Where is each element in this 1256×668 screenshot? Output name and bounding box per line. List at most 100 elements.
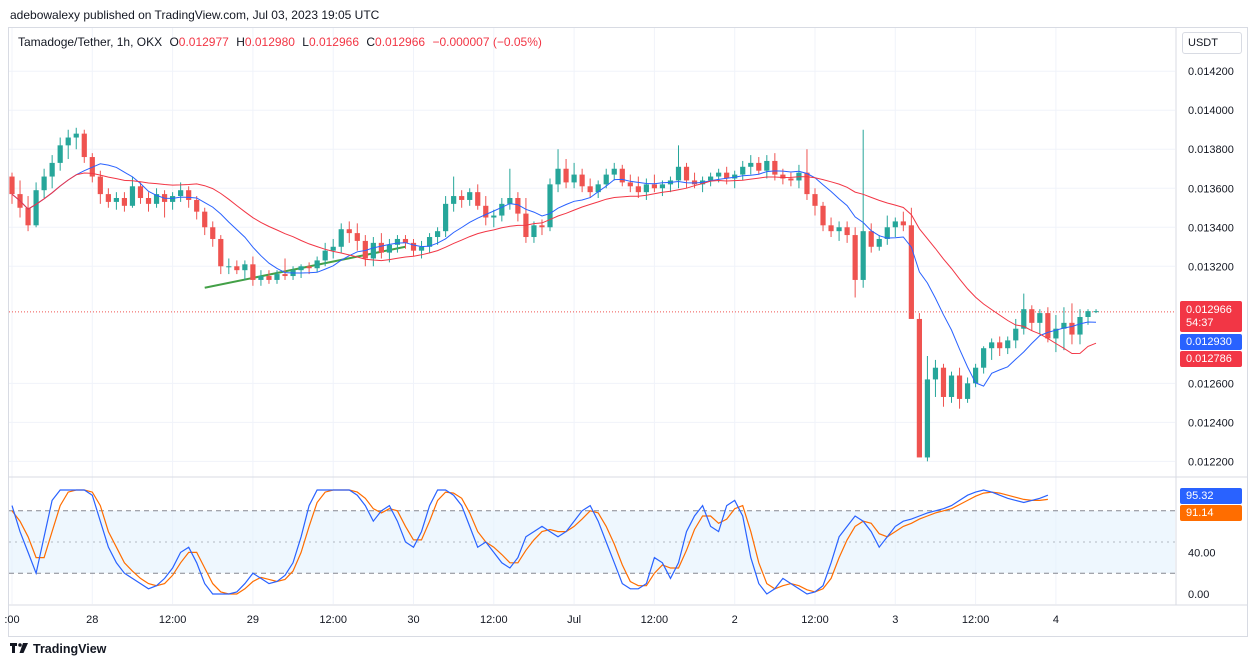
candle-body [892, 221, 898, 228]
candle [828, 217, 834, 238]
candle [772, 153, 778, 181]
candle-body [507, 198, 513, 204]
candle-body [105, 194, 111, 202]
candle [1077, 309, 1083, 345]
candle [603, 168, 609, 189]
candle-body [475, 192, 481, 206]
candle-body [940, 367, 947, 397]
time-tick-label: Jul [567, 614, 581, 626]
candle [274, 270, 280, 284]
candle [1045, 307, 1051, 343]
candle-body [202, 211, 208, 228]
bar-countdown: 54:37 [1186, 317, 1214, 329]
candle-body [226, 266, 232, 268]
chart-frame [8, 27, 1248, 637]
candle [643, 178, 649, 200]
candle-body [97, 176, 103, 195]
candle-body [298, 266, 304, 271]
price-tick-label: 0.013600 [1188, 183, 1234, 195]
candle-body [876, 238, 882, 247]
price-tick-label: 0.013400 [1188, 222, 1234, 234]
price-tick-label: 0.012200 [1188, 456, 1234, 468]
moving-averages [11, 163, 1097, 387]
price-tick-label: 0.013200 [1188, 261, 1234, 273]
candle-body [860, 231, 866, 280]
candle [611, 162, 617, 181]
last-price-tag: 0.012966 54:37 [1180, 301, 1242, 332]
candle-body [322, 250, 328, 261]
candle [579, 168, 585, 193]
candle-body [611, 168, 617, 175]
candle-body [129, 186, 136, 206]
candle-body [330, 246, 336, 251]
time-tick-label: 30 [407, 614, 419, 626]
candle-body [635, 186, 641, 193]
candle [1029, 305, 1035, 331]
candle [258, 270, 264, 286]
candle-body [378, 242, 384, 253]
candle-body [603, 174, 609, 185]
candle-body [242, 264, 248, 271]
candle-body [1021, 309, 1027, 329]
candle [868, 223, 874, 253]
candle-body [386, 244, 393, 253]
candle-body [1005, 340, 1011, 349]
footer[interactable]: TradingView [10, 642, 106, 656]
candle-body [563, 168, 569, 183]
candle [860, 129, 866, 288]
candle [908, 207, 914, 319]
candle-body [186, 190, 192, 200]
candle-body [539, 225, 545, 228]
candle-body [73, 133, 79, 138]
tradingview-logo-icon [10, 643, 28, 653]
candle-body [948, 375, 955, 397]
candle [194, 196, 200, 220]
candle [1005, 336, 1011, 355]
candle [145, 192, 152, 212]
candle-body [1093, 311, 1099, 313]
candle-body [266, 276, 272, 280]
candle-body [956, 375, 963, 399]
candle-body [346, 229, 352, 234]
candle [202, 207, 208, 236]
time-tick-label: 28 [86, 614, 98, 626]
candle [523, 198, 529, 243]
open-key: O [169, 35, 179, 49]
candle [65, 129, 71, 159]
price-tick-label: 0.012400 [1188, 417, 1234, 429]
candle [1053, 315, 1059, 353]
candle-body [354, 233, 360, 241]
candle-body [708, 176, 714, 181]
candle-body [113, 198, 119, 202]
candle [314, 256, 320, 273]
candle-body [41, 176, 47, 191]
candle [434, 227, 441, 245]
candle [932, 359, 939, 397]
last-price-value: 0.012966 [1186, 304, 1232, 316]
candle [587, 178, 593, 199]
candle-body [515, 198, 521, 214]
candle [410, 238, 417, 257]
currency-selector[interactable]: USDT [1182, 32, 1242, 54]
time-tick-label: 12:00 [641, 614, 669, 626]
candle-body [1061, 322, 1067, 329]
candle-body [1069, 322, 1075, 335]
candle [105, 188, 111, 208]
candle-body [443, 203, 449, 232]
stoch-d-tag: 91.14 [1180, 505, 1242, 521]
stoch-d-line [11, 489, 1048, 595]
candle [732, 170, 738, 189]
time-tick-label: 3 [892, 614, 898, 626]
candle [900, 211, 906, 232]
candle [483, 196, 489, 226]
candle [298, 264, 304, 278]
candle-body [491, 215, 497, 218]
candle [170, 192, 176, 210]
candle-body [587, 186, 593, 193]
candle [892, 217, 898, 238]
candle [266, 270, 272, 284]
candle-body [250, 264, 256, 280]
time-tick-label: 2 [732, 614, 738, 626]
candle-body [932, 367, 939, 380]
